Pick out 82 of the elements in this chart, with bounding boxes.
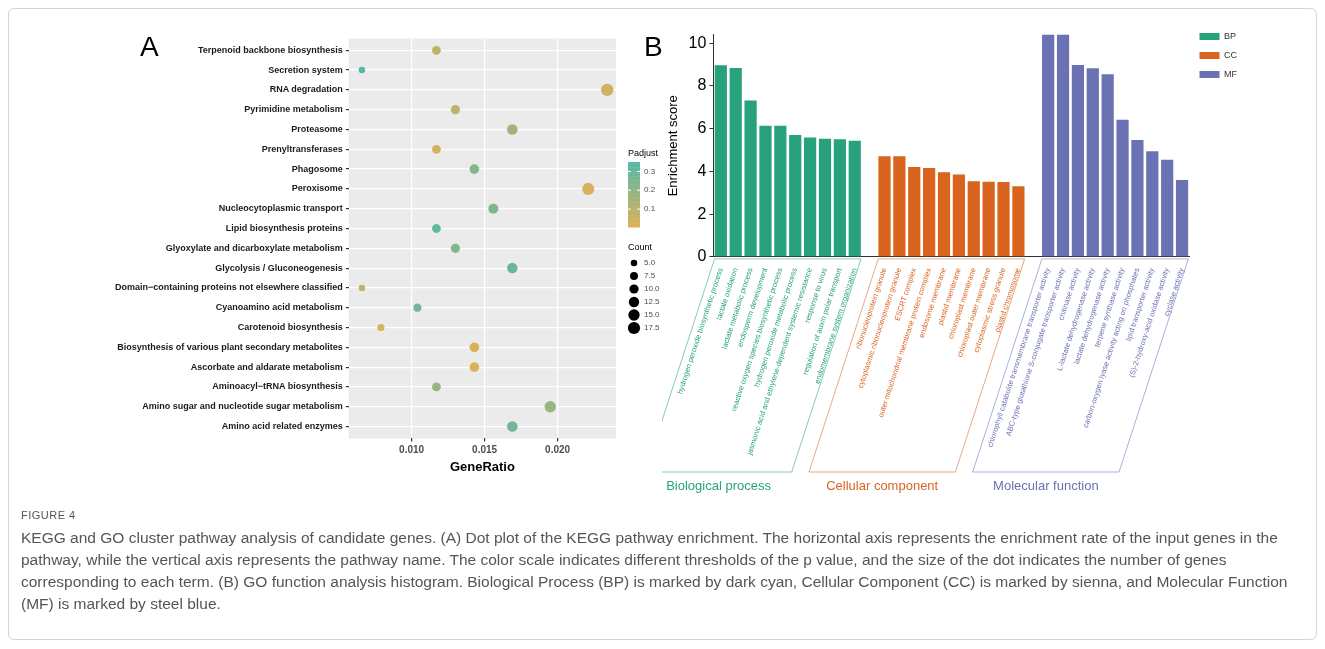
bar [908,166,921,257]
y-tick-label: Secretion system [268,64,343,75]
legend-label: 17.5 [644,323,661,333]
bar [804,137,817,257]
bar [714,65,727,257]
y-tick-label: Pyrimidine metabolism [244,104,343,115]
bar [1161,159,1174,257]
legend-label: 10.0 [644,284,661,294]
text: Molecular function [993,477,1099,493]
bar [893,156,906,257]
x-axis-title: GeneRatio [449,458,515,474]
y-tick-label: Biosynthesis of various plant secondary metabolites [117,341,343,352]
y-tick-label: Proteasome [291,123,343,134]
bar [967,181,980,257]
y-tick-label: Aminoacyl−tRNA biosynthesis [212,381,343,392]
bar [1131,139,1144,257]
bar [952,174,965,257]
legend-label: 15.0 [644,310,661,320]
y-tick-label: Amino sugar and nucleotide sugar metabolism [142,401,343,412]
text: A [140,31,159,62]
y-tick-label: 8 [697,76,707,94]
y-tick-label: Domain−containing proteins not elsewhere classified [114,282,343,293]
bar [982,181,995,257]
y-tick-label: Peroxisome [291,183,343,194]
y-tick-label: Ascorbate and aldarate metabolism [190,361,343,372]
y-tick-label: 10 [688,33,707,51]
bar [1175,179,1189,257]
y-tick-label: Cyanoamino acid metabolism [215,302,343,313]
y-tick-label: 6 [697,119,707,137]
legend-title: Count [628,242,653,253]
y-tick-label: Amino acid related enzymes [221,421,343,431]
color-bar-label: 0.3 [644,166,656,176]
bar [997,182,1010,257]
text: Cellular component [826,477,939,493]
legend-label: 12.5 [644,297,661,307]
text: Biological process [666,477,772,493]
color-bar-label: 0.1 [644,204,656,214]
text: KEGG and GO cluster pathway analysis of candidate genes. (A) Dot plot of the KEGG pathway enrichment. The horizontal axis represents the enrichment rate of the input genes in the pathway, while the vertical axis represents the pathway name. The color scale indicates different thresholds of the p value, and the size of the dot indicates the number of genes corresponding to each term. (B) GO function analysis histogram. Biological Process (BP) is marked by dark cyan, Cellular Component (CC) is marked by sienna, and Molecular Function (MF) is marked by steel blue. [21,528,1289,614]
y-tick-label: Nucleocytoplasmic transport [218,203,343,214]
bar [937,172,951,257]
y-tick-label: 2 [697,204,707,222]
bar [833,139,846,257]
legend-label: 7.5 [644,271,656,281]
y-tick-label: 4 [697,161,707,179]
bar [1012,186,1025,257]
y-axis-title: Enrichment score [665,95,681,197]
caption: FIGURE 4 [21,509,77,521]
y-tick-label: Phagosome [291,163,343,174]
bar [1116,119,1129,257]
bar [848,140,861,257]
legend-label: BP [1224,30,1237,41]
bar [774,125,787,257]
bar [729,67,742,257]
x-tick-label: 0.015 [472,444,498,456]
x-tick-label: 0.020 [545,444,571,456]
y-tick-label: Glyoxylate and dicarboxylate metabolism [165,242,343,253]
y-tick-label: Lipid biosynthesis proteins [225,222,343,233]
bar [1071,64,1085,257]
legend-label: 5.0 [644,258,656,268]
x-tick-label: 0.010 [399,444,425,456]
bar [878,156,891,257]
bar [744,100,757,257]
bar [789,135,802,257]
color-bar-title: Padjust [628,148,659,159]
y-tick-label: Glycolysis / Gluconeogenesis [215,262,343,273]
bar [1086,68,1099,257]
bar [1101,74,1114,257]
bar [818,138,832,257]
bar [759,125,772,257]
bar [923,167,936,257]
text: B [644,31,663,62]
y-tick-label: Prenyltransferases [261,143,343,154]
y-tick-label: RNA degradation [269,84,343,95]
bar [1042,34,1055,257]
bar [1056,34,1070,257]
legend-label: MF [1224,68,1238,79]
y-tick-label: 0 [697,247,707,265]
y-tick-label: Terpenoid backbone biosynthesis [197,44,343,55]
legend-label: CC [1224,49,1238,60]
bar [1146,151,1159,257]
y-tick-label: Carotenoid biosynthesis [237,321,343,332]
color-bar-label: 0.2 [644,185,656,195]
